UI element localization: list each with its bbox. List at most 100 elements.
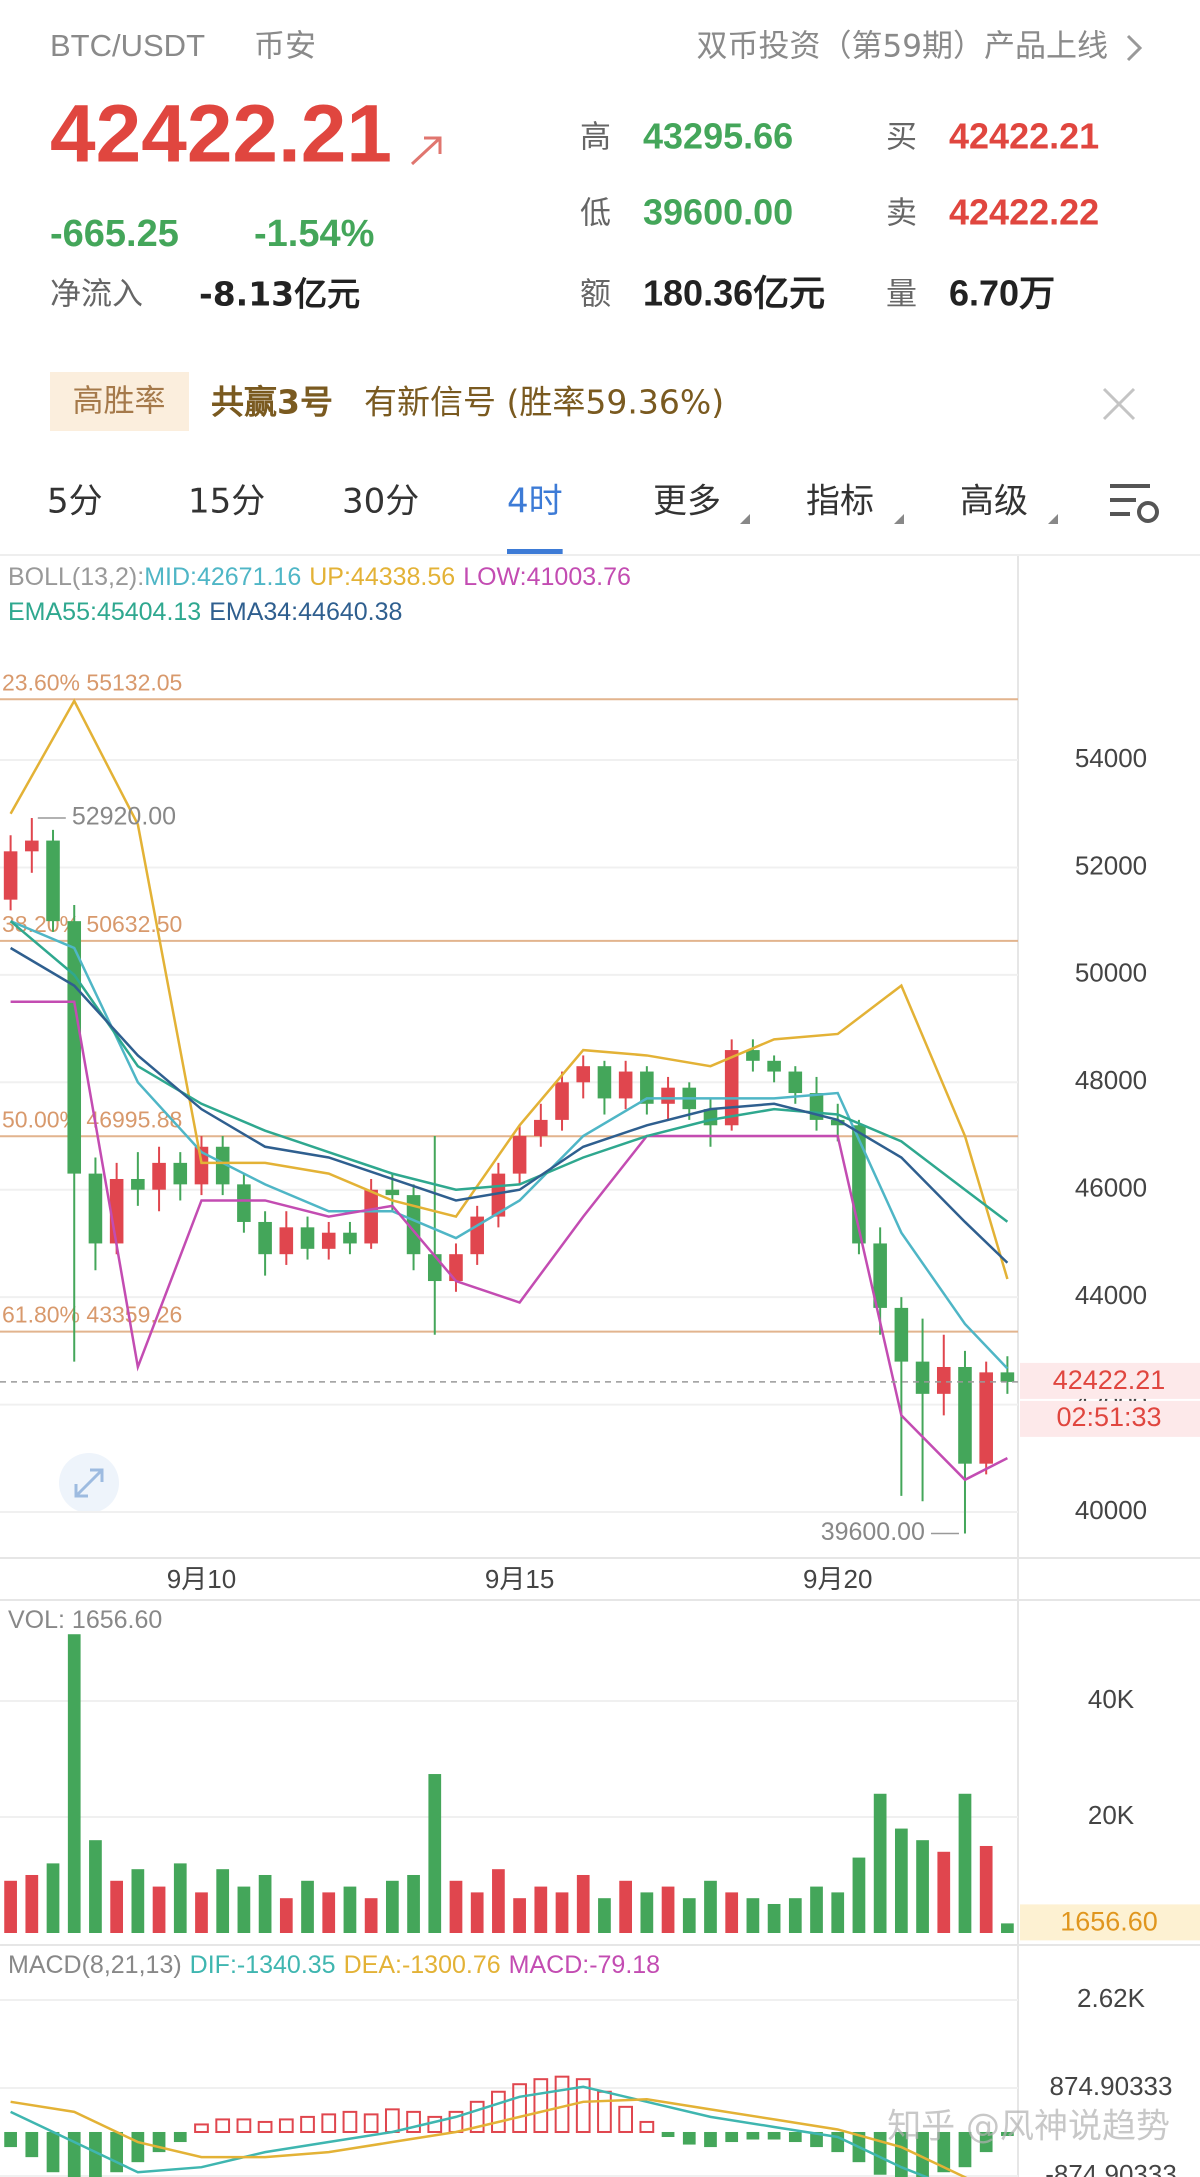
banner-tag-bg	[50, 372, 189, 431]
bar	[491, 2090, 506, 2133]
menu-caret	[740, 514, 750, 524]
candle-body	[131, 1178, 145, 1190]
expand-button[interactable]	[59, 1453, 119, 1513]
candle-body	[364, 1189, 378, 1244]
legend-entry: DEA:-1300.76	[344, 1951, 501, 1979]
panel-title: MACD(8,21,13) DIF:-1340.35 DEA:-1300.76 MAC…	[8, 1951, 660, 1979]
candle-body	[788, 1071, 803, 1094]
y-tick-label: 40000	[1075, 1495, 1147, 1525]
y-tick-label: 40K	[1088, 1684, 1135, 1714]
bar	[322, 1892, 336, 1933]
tab[interactable]: 15分	[188, 482, 265, 522]
bar	[67, 1634, 81, 1933]
candle-body	[979, 1372, 993, 1464]
tab[interactable]: 5分	[47, 482, 103, 522]
banner-name[interactable]: 共赢3号	[211, 383, 333, 422]
bar	[810, 1886, 823, 1933]
bar	[469, 2100, 485, 2133]
bar	[746, 1898, 760, 1933]
close-icon[interactable]	[1102, 387, 1136, 421]
bar	[258, 1874, 272, 1933]
bar	[131, 1869, 145, 1933]
bar	[301, 1880, 314, 1933]
bar	[937, 1851, 951, 1933]
y-tick-label: 54000	[1075, 743, 1147, 773]
stat-label: 买	[886, 120, 917, 156]
last-price: 42422.21	[50, 89, 392, 180]
bar	[342, 2110, 358, 2133]
bar	[131, 2131, 145, 2163]
stat-label: 低	[580, 196, 611, 232]
bar	[788, 1898, 802, 1933]
tab[interactable]: 高级	[960, 482, 1028, 522]
y-tick-label: 44000	[1075, 1280, 1147, 1310]
fib-label: 23.60% 55132.05	[2, 669, 182, 695]
bar	[746, 2131, 760, 2140]
tab[interactable]: 指标	[806, 482, 874, 522]
tab[interactable]: 更多	[653, 482, 721, 522]
panel-title-text: VOL: 1656.60	[8, 1606, 162, 1634]
candle-body	[343, 1232, 357, 1244]
candle-body	[597, 1066, 612, 1099]
legend-entry: DIF:-1340.35	[190, 1951, 336, 1979]
candle-body	[534, 1119, 548, 1137]
bar	[619, 1880, 633, 1933]
y-tick-label: 52000	[1075, 850, 1147, 880]
indicator-line	[9, 946, 1009, 1264]
bar	[428, 1774, 442, 1933]
tab[interactable]: 4时	[507, 482, 563, 522]
bar	[639, 2120, 655, 2133]
promo-link[interactable]: 双币投资（第59期）产品上线	[697, 29, 1108, 65]
bar	[300, 2115, 315, 2133]
bar	[4, 2131, 17, 2148]
bar	[4, 1880, 17, 1933]
panel-title-text: MACD(8,21,13)	[8, 1951, 182, 1979]
bar	[682, 2131, 696, 2145]
bar	[173, 2131, 187, 2143]
candle-body	[173, 1162, 188, 1185]
bar	[470, 1892, 484, 1933]
candle-body	[491, 1173, 506, 1217]
indicator-line	[10, 1000, 1008, 1482]
candle-body	[915, 1361, 930, 1394]
candle-body	[830, 1119, 845, 1126]
bar	[279, 1898, 293, 1933]
y-tick-label: 46000	[1075, 1173, 1147, 1203]
bar	[407, 1874, 420, 1933]
watermark: 知乎 @风神说趋势	[887, 2107, 1170, 2147]
banner-text[interactable]: 有新信号 (胜率59.36%)	[364, 383, 724, 422]
y-tick-label: 874.90333	[1050, 2071, 1173, 2101]
indicator-line	[9, 698, 1009, 1280]
candle-body	[88, 1173, 103, 1244]
bar	[916, 1840, 929, 1933]
stat-label: 量	[886, 277, 917, 313]
y-tick-label: 48000	[1075, 1065, 1147, 1095]
settings-icon[interactable]	[1110, 484, 1159, 523]
bar	[89, 1840, 102, 1933]
y-tick-label: -874.90333	[1045, 2159, 1177, 2177]
menu-caret	[894, 514, 904, 524]
stat-label: 额	[580, 277, 611, 313]
candle-body	[661, 1087, 675, 1104]
chevron-icon[interactable]	[1126, 34, 1143, 62]
bar	[979, 1845, 993, 1933]
high-label: 52920.00	[72, 803, 176, 831]
legend-entry: MID:42671.16	[144, 563, 301, 591]
stat-value: 39600.00	[643, 192, 793, 233]
candle-body	[258, 1221, 272, 1255]
candle-body	[1000, 1372, 1015, 1382]
candle-body	[427, 1254, 442, 1282]
candle-body	[936, 1366, 951, 1394]
bar	[152, 1886, 166, 1933]
stat-label: 卖	[886, 196, 917, 232]
legend-entry: EMA34:44640.38	[209, 598, 402, 626]
candle-body	[618, 1071, 633, 1099]
candle-body	[152, 1162, 166, 1190]
tab[interactable]: 30分	[342, 482, 419, 522]
bar	[576, 1874, 590, 1933]
bar	[46, 2131, 60, 2173]
x-tick-label: 9月20	[803, 1564, 872, 1594]
candle-body	[300, 1227, 315, 1249]
panel-title: VOL: 1656.60	[8, 1606, 162, 1634]
candle-body	[958, 1366, 972, 1464]
